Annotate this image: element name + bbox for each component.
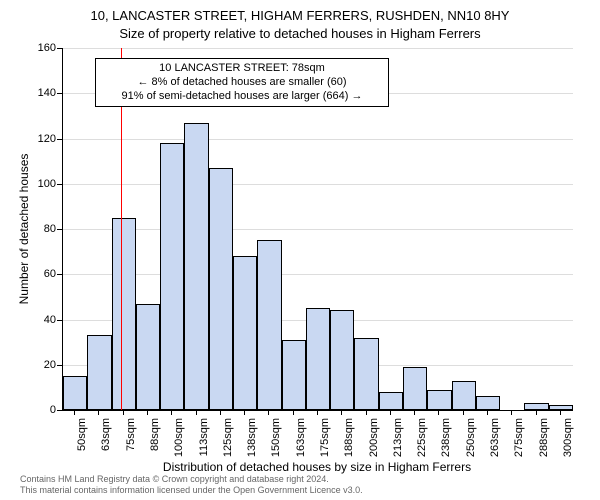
x-tick-mark [414,410,415,415]
x-tick-label: 125sqm [222,418,234,468]
x-tick-mark [268,410,269,415]
y-tick-label: 0 [16,404,56,416]
x-tick-mark [147,410,148,415]
x-tick-mark [487,410,488,415]
histogram-bar [257,240,281,410]
x-tick-label: 113sqm [198,418,210,468]
x-tick-mark [98,410,99,415]
x-tick-mark [366,410,367,415]
histogram-bar [354,338,378,410]
annotation-box: 10 LANCASTER STREET: 78sqm← 8% of detach… [95,58,389,107]
gridline [63,48,573,49]
x-tick-label: 250sqm [465,418,477,468]
x-tick-label: 100sqm [173,418,185,468]
histogram-bar [476,396,500,410]
x-tick-label: 300sqm [562,418,574,468]
x-tick-label: 88sqm [149,418,161,468]
footer-line-2: This material contains information licen… [20,485,363,495]
histogram-bar [136,304,160,410]
footer-line-1: Contains HM Land Registry data © Crown c… [20,474,329,484]
histogram-bar [452,381,476,410]
histogram-bar [87,335,111,410]
histogram-bar [427,390,451,410]
x-tick-mark [171,410,172,415]
y-tick-label: 100 [16,178,56,190]
annotation-line: ← 8% of detached houses are smaller (60) [102,76,382,90]
x-tick-mark [511,410,512,415]
annotation-line: 10 LANCASTER STREET: 78sqm [102,62,382,76]
chart-title-sub: Size of property relative to detached ho… [0,26,600,41]
x-tick-mark [463,410,464,415]
histogram-bar [403,367,427,410]
y-tick-mark [57,139,62,140]
x-tick-mark [438,410,439,415]
x-tick-label: 275sqm [513,418,525,468]
x-tick-label: 163sqm [295,418,307,468]
x-tick-label: 263sqm [489,418,501,468]
histogram-bar [549,405,573,410]
y-tick-label: 160 [16,42,56,54]
y-tick-label: 140 [16,87,56,99]
x-tick-label: 138sqm [246,418,258,468]
x-tick-label: 50sqm [76,418,88,468]
gridline [63,139,573,140]
chart-title-main: 10, LANCASTER STREET, HIGHAM FERRERS, RU… [0,8,600,23]
histogram-bar [306,308,330,410]
y-tick-mark [57,410,62,411]
y-tick-label: 80 [16,223,56,235]
x-tick-mark [293,410,294,415]
x-tick-mark [74,410,75,415]
gridline [63,184,573,185]
x-tick-mark [196,410,197,415]
histogram-bar [282,340,306,410]
gridline [63,229,573,230]
y-tick-mark [57,365,62,366]
histogram-bar [209,168,233,410]
histogram-bar [233,256,257,410]
histogram-bar [112,218,136,410]
x-tick-label: 288sqm [538,418,550,468]
y-tick-label: 40 [16,314,56,326]
x-tick-label: 175sqm [319,418,331,468]
gridline [63,274,573,275]
x-tick-mark [390,410,391,415]
x-tick-label: 150sqm [270,418,282,468]
x-tick-mark [220,410,221,415]
y-tick-mark [57,320,62,321]
y-tick-label: 60 [16,268,56,280]
y-tick-mark [57,274,62,275]
x-tick-label: 213sqm [392,418,404,468]
x-tick-label: 63sqm [100,418,112,468]
histogram-bar [160,143,184,410]
x-tick-mark [317,410,318,415]
y-tick-label: 20 [16,359,56,371]
x-tick-mark [560,410,561,415]
y-tick-mark [57,184,62,185]
x-tick-label: 188sqm [343,418,355,468]
histogram-bar [330,310,354,410]
histogram-bar [63,376,87,410]
x-tick-label: 200sqm [368,418,380,468]
x-tick-mark [536,410,537,415]
y-tick-label: 120 [16,133,56,145]
x-tick-label: 238sqm [440,418,452,468]
y-tick-mark [57,229,62,230]
x-tick-label: 225sqm [416,418,428,468]
x-tick-label: 75sqm [125,418,137,468]
y-tick-mark [57,93,62,94]
footer-attribution: Contains HM Land Registry data © Crown c… [20,474,363,496]
y-tick-mark [57,48,62,49]
histogram-bar [379,392,403,410]
annotation-line: 91% of semi-detached houses are larger (… [102,90,382,104]
x-tick-mark [123,410,124,415]
histogram-bar [184,123,208,410]
x-tick-mark [244,410,245,415]
x-tick-mark [341,410,342,415]
histogram-bar [524,403,548,410]
